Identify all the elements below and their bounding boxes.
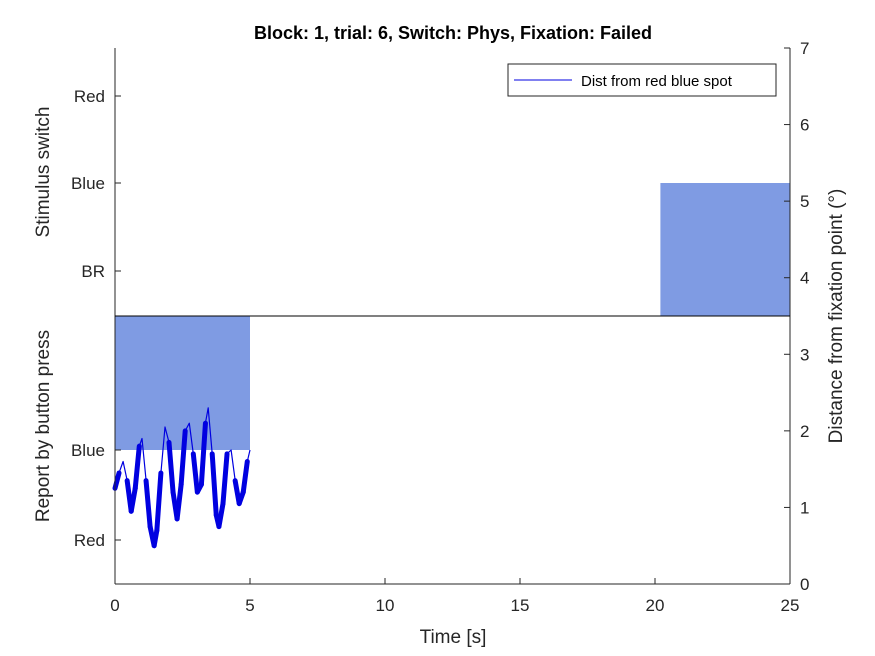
top-panel-blocks (660, 183, 790, 316)
bottom-panel-ticks: Blue Red (71, 441, 121, 550)
x-tick-label-3: 15 (511, 596, 530, 615)
series-emphasis-0-10 (151, 527, 160, 549)
plot-frame (114, 48, 791, 585)
right-tick-label-6: 6 (800, 116, 809, 135)
series-emphasis-0-0 (112, 470, 122, 491)
series-emphasis-0-8 (143, 478, 153, 530)
chart-title: Block: 1, trial: 6, Switch: Phys, Fixati… (254, 23, 652, 43)
report-block-0 (115, 316, 250, 450)
legend: Dist from red blue spot (507, 63, 777, 97)
right-axis-label: Distance from fixation point (°) (826, 189, 847, 444)
series-emphasis-0-20 (190, 451, 200, 495)
x-tick-label-4: 20 (646, 596, 665, 615)
series-emphasis-0-11 (154, 470, 164, 533)
x-tick-label-2: 10 (376, 596, 395, 615)
stimulus-block-0 (660, 183, 790, 316)
bottom-panel-ylabel: Report by button press (33, 330, 54, 522)
right-tick-label-0: 0 (800, 575, 809, 594)
x-tick-label-5: 25 (781, 596, 800, 615)
legend-label: Dist from red blue spot (581, 73, 733, 90)
series-emphasis-0-5 (132, 443, 142, 491)
top-tick-label-0: Red (74, 87, 105, 106)
top-tick-label-2: BR (81, 262, 105, 281)
x-axis-ticks: 0 5 10 15 20 25 (110, 578, 799, 615)
x-axis-label: Time [s] (420, 627, 487, 648)
right-axis-ticks: 0 1 2 3 4 5 6 7 (784, 39, 809, 594)
top-panel-ticks: Red Blue BR (71, 87, 121, 281)
series-emphasis-0-17 (178, 428, 188, 487)
series-emphasis-0-14 (166, 439, 176, 495)
right-tick-label-3: 3 (800, 345, 809, 364)
series-emphasis-0-4 (128, 485, 138, 514)
bottom-panel-blocks (115, 316, 250, 450)
right-tick-label-2: 2 (800, 422, 809, 441)
series-emphasis-0-28 (220, 451, 230, 507)
right-tick-label-7: 7 (800, 39, 809, 58)
series-emphasis-0-25 (209, 451, 219, 518)
x-tick-label-0: 0 (110, 596, 119, 615)
bottom-panel: Blue Red Report by button press (33, 316, 250, 550)
top-tick-label-1: Blue (71, 174, 105, 193)
series-emphasis-0-27 (216, 501, 226, 530)
bottom-tick-label-0: Blue (71, 441, 105, 460)
x-tick-label-1: 5 (245, 596, 254, 615)
series-emphasis-0-22 (198, 420, 208, 487)
right-tick-label-4: 4 (800, 269, 809, 288)
series-layer (112, 407, 251, 549)
right-tick-label-5: 5 (800, 192, 809, 211)
series-emphasis-0-33 (240, 458, 250, 495)
top-panel-ylabel: Stimulus switch (33, 107, 54, 238)
series-emphasis-0-16 (174, 481, 184, 522)
bottom-tick-label-1: Red (74, 531, 105, 550)
right-tick-label-1: 1 (800, 498, 809, 517)
